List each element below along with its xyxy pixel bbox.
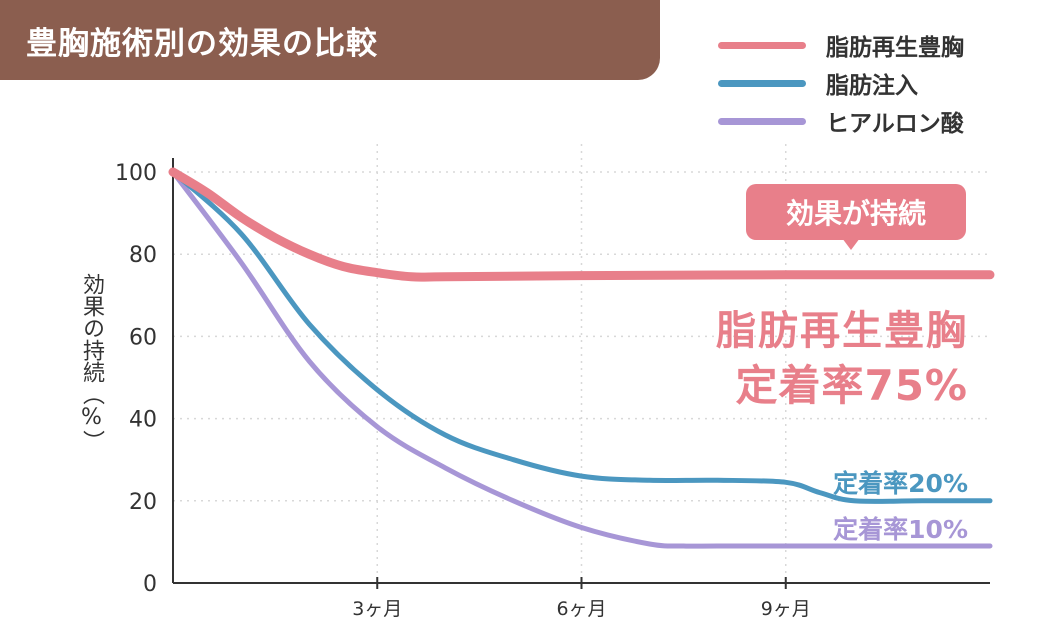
legend-item-blue: 脂肪注入 — [718, 64, 964, 102]
legend-label: 脂肪注入 — [826, 73, 918, 99]
legend-item-purple: ヒアルロン酸 — [718, 102, 964, 140]
y-tick-label: 40 — [129, 408, 157, 433]
callout-tail — [842, 238, 860, 250]
series-line-1 — [170, 169, 993, 504]
callout-text: 効果が持続 — [746, 184, 966, 240]
title-banner: 豊胸施術別の効果の比較 — [0, 0, 660, 80]
annotation-purple-rate: 定着率10% — [833, 515, 968, 544]
series-line-2 — [170, 169, 993, 549]
y-tick-label: 0 — [143, 572, 157, 597]
legend-swatch-pink — [718, 41, 806, 49]
axis-layer: 0 20 40 60 80 100 3ヶ月 6ヶ月 9ヶ月 — [115, 158, 990, 620]
legend-swatch-purple — [718, 117, 806, 125]
x-tick-label: 3ヶ月 — [352, 598, 402, 620]
y-tick-label: 100 — [115, 161, 157, 186]
y-tick-label: 20 — [129, 490, 157, 515]
y-tick-label: 60 — [129, 325, 157, 350]
y-axis-label: 効果の持続（%） — [79, 272, 104, 452]
x-tick-label: 6ヶ月 — [556, 598, 606, 620]
series-line-0 — [168, 167, 995, 282]
legend: 脂肪再生豊胸 脂肪注入 ヒアルロン酸 — [718, 26, 964, 140]
annotation-pink-name: 脂肪再生豊胸 — [716, 308, 968, 354]
callout-bubble: 効果が持続 — [746, 184, 966, 250]
series-layer — [168, 167, 995, 549]
annotation-blue-rate: 定着率20% — [833, 469, 968, 498]
legend-swatch-blue — [718, 79, 806, 87]
legend-item-pink: 脂肪再生豊胸 — [718, 26, 964, 64]
legend-label: 脂肪再生豊胸 — [826, 35, 964, 61]
annotation-pink-rate: 定着率75% — [735, 361, 968, 410]
y-tick-label: 80 — [129, 243, 157, 268]
chart-title: 豊胸施術別の効果の比較 — [26, 25, 378, 62]
legend-label: ヒアルロン酸 — [826, 111, 964, 137]
x-tick-label: 9ヶ月 — [761, 598, 811, 620]
